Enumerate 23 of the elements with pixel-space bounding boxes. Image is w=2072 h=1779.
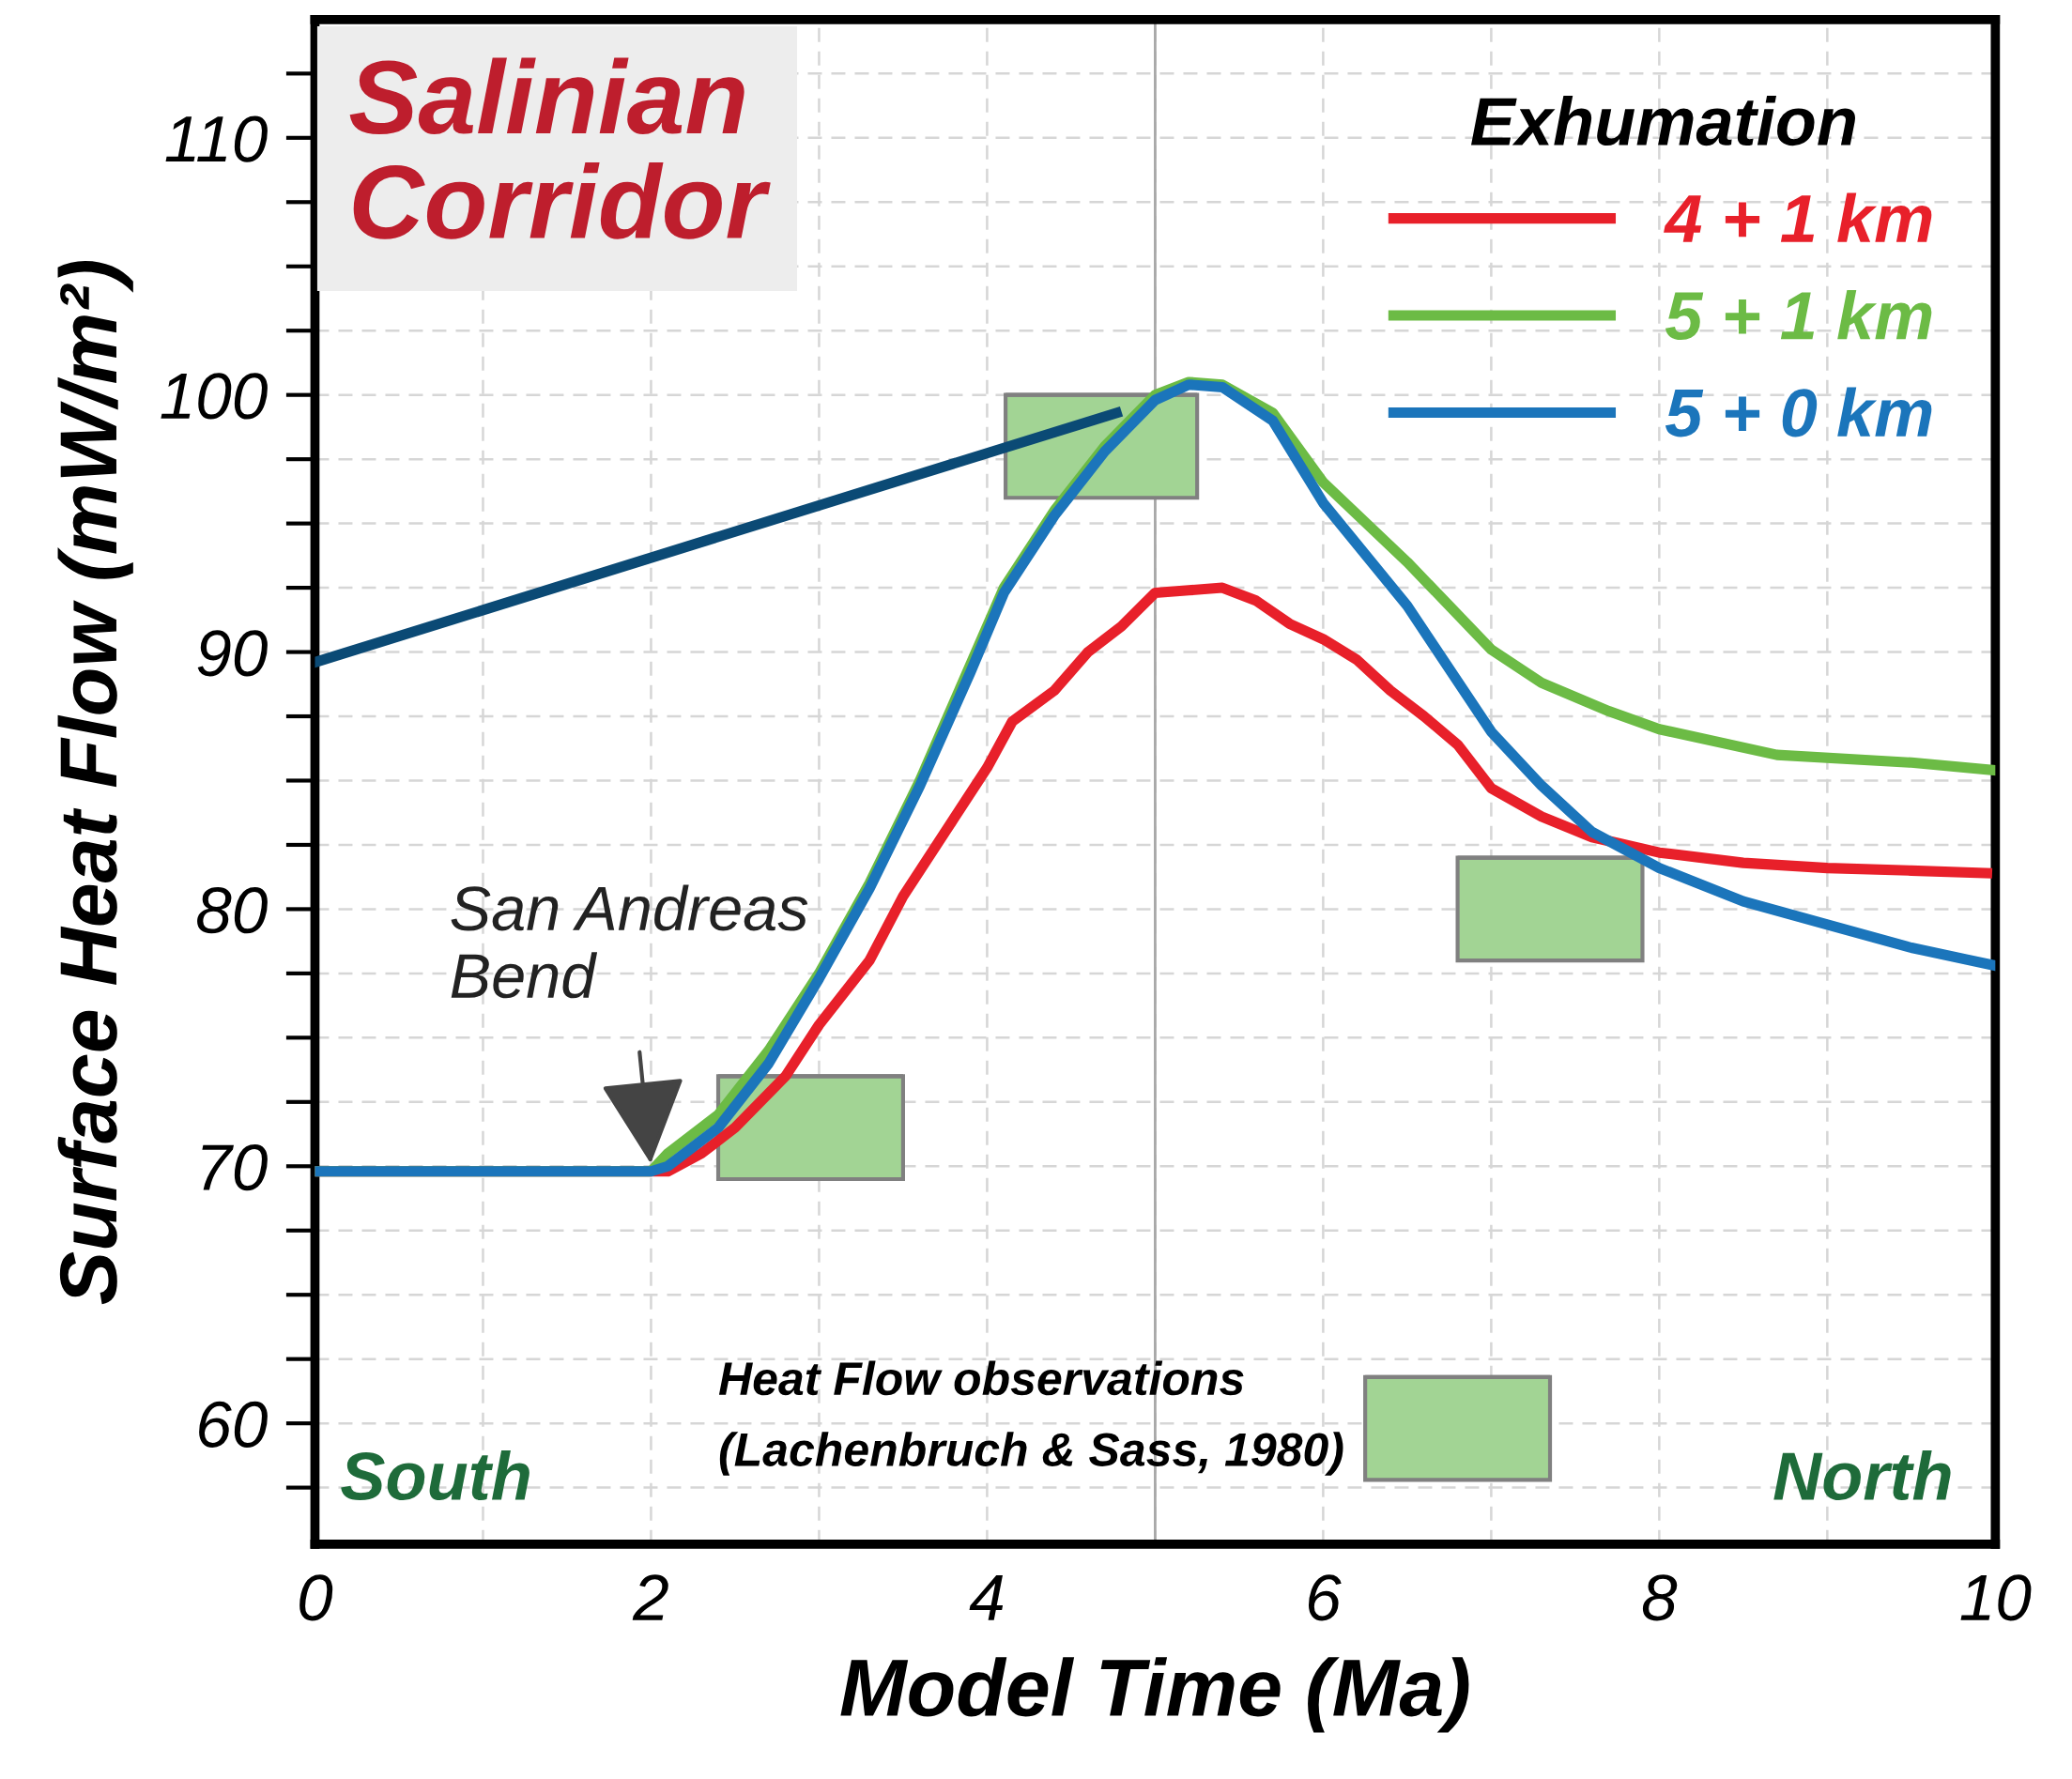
legend-label: 5 + 1 km xyxy=(1665,289,1932,341)
y-tick-label: 80 xyxy=(197,887,268,934)
legend-label: 5 + 0 km xyxy=(1665,387,1932,437)
x-tick-label: 8 xyxy=(1642,1574,1678,1621)
annotation: Heat Flow observations (Lachenbruch & Sass, 1980) xyxy=(718,1360,1343,1476)
y-axis-title: Surface Heat Flow (mW/m²) xyxy=(57,260,133,1305)
annotation: North xyxy=(1773,1450,1951,1501)
y-tick-label: 110 xyxy=(165,115,268,162)
x-tick-label: 10 xyxy=(1960,1574,2032,1621)
y-tick-label: 70 xyxy=(202,1143,268,1191)
x-tick-label: 6 xyxy=(1308,1574,1342,1621)
legend-title: Exhumation xyxy=(1470,96,1855,146)
annotation: South xyxy=(341,1450,530,1501)
y-tick-label: 60 xyxy=(199,1401,268,1448)
x-tick-label: 0 xyxy=(299,1574,333,1621)
x-tick-label: 2 xyxy=(632,1574,668,1620)
y-tick-label: 100 xyxy=(161,373,268,420)
legend-label: 4 + 1 km xyxy=(1664,192,1932,242)
y-tick-label: 90 xyxy=(197,630,268,677)
text: Salinian Corridor xyxy=(349,57,771,239)
x-axis-title: Model Time (Ma) xyxy=(840,1657,1469,1733)
x-tick-label: 4 xyxy=(969,1574,1004,1620)
annotation: San Andreas Bend xyxy=(451,884,808,999)
